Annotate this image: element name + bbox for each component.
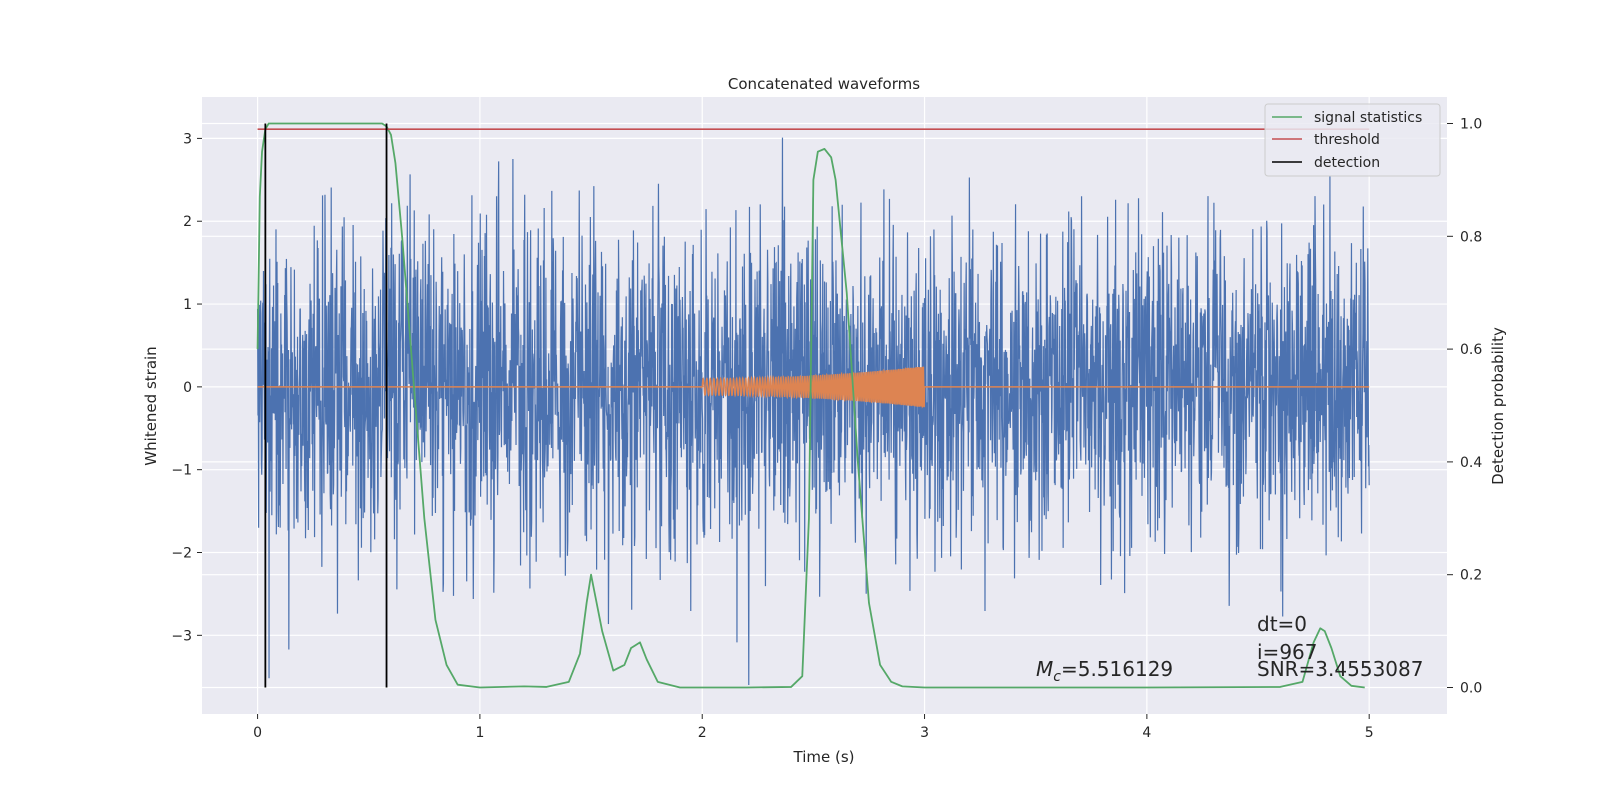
annotation-mc: Mc=5.516129 (1036, 657, 1173, 685)
left-y-tick-label-2: −1 (171, 463, 192, 479)
legend-box (1264, 103, 1441, 177)
left-y-axis-ticks: −3 −2 −1 0 1 2 3 (171, 131, 202, 644)
right-y-tick-label-1: 0.2 (1460, 568, 1482, 584)
right-y-tick-label-0: 0.0 (1460, 680, 1482, 696)
annotation-snr: SNR=3.4553087 (1257, 657, 1423, 681)
x-tick-label-2: 2 (698, 725, 707, 741)
x-tick-label-3: 3 (920, 725, 929, 741)
legend-label-detection: detection (1314, 155, 1380, 171)
right-y-tick-label-5: 1.0 (1460, 117, 1482, 133)
right-y-axis-label: Detection probability (1489, 327, 1507, 485)
x-tick-label-0: 0 (253, 725, 262, 741)
template-line (257, 366, 1370, 409)
annotation-i: i=967 (1257, 640, 1318, 664)
x-tick-label-4: 4 (1142, 725, 1151, 741)
left-y-tick-label-1: −2 (171, 546, 192, 562)
x-axis-label: Time (s) (793, 748, 855, 766)
right-y-tick-label-3: 0.6 (1460, 342, 1482, 358)
left-y-tick-label-4: 1 (183, 297, 192, 313)
x-tick-label-1: 1 (475, 725, 484, 741)
x-tick-label-5: 5 (1365, 725, 1374, 741)
right-y-tick-label-4: 0.8 (1460, 229, 1482, 245)
annotation-dt: dt=0 (1257, 612, 1307, 636)
legend: signal statistics threshold detection (1264, 103, 1441, 177)
chart-title: Concatenated waveforms (728, 75, 920, 93)
right-y-tick-label-2: 0.4 (1460, 455, 1482, 471)
legend-label-threshold: threshold (1314, 132, 1380, 148)
right-y-axis-ticks: 0.0 0.2 0.4 0.6 0.8 1.0 (1447, 117, 1482, 696)
detection-series (264, 123, 388, 688)
left-y-axis-label: Whitened strain (142, 346, 160, 465)
left-y-tick-label-5: 2 (183, 214, 192, 230)
legend-label-signal-statistics: signal statistics (1314, 110, 1422, 126)
left-y-tick-label-0: −3 (171, 628, 192, 644)
left-y-tick-label-3: 0 (183, 380, 192, 396)
left-y-tick-label-6: 3 (183, 131, 192, 147)
template-series (257, 366, 1370, 409)
x-axis-ticks: 0 1 2 3 4 5 (253, 714, 1374, 741)
